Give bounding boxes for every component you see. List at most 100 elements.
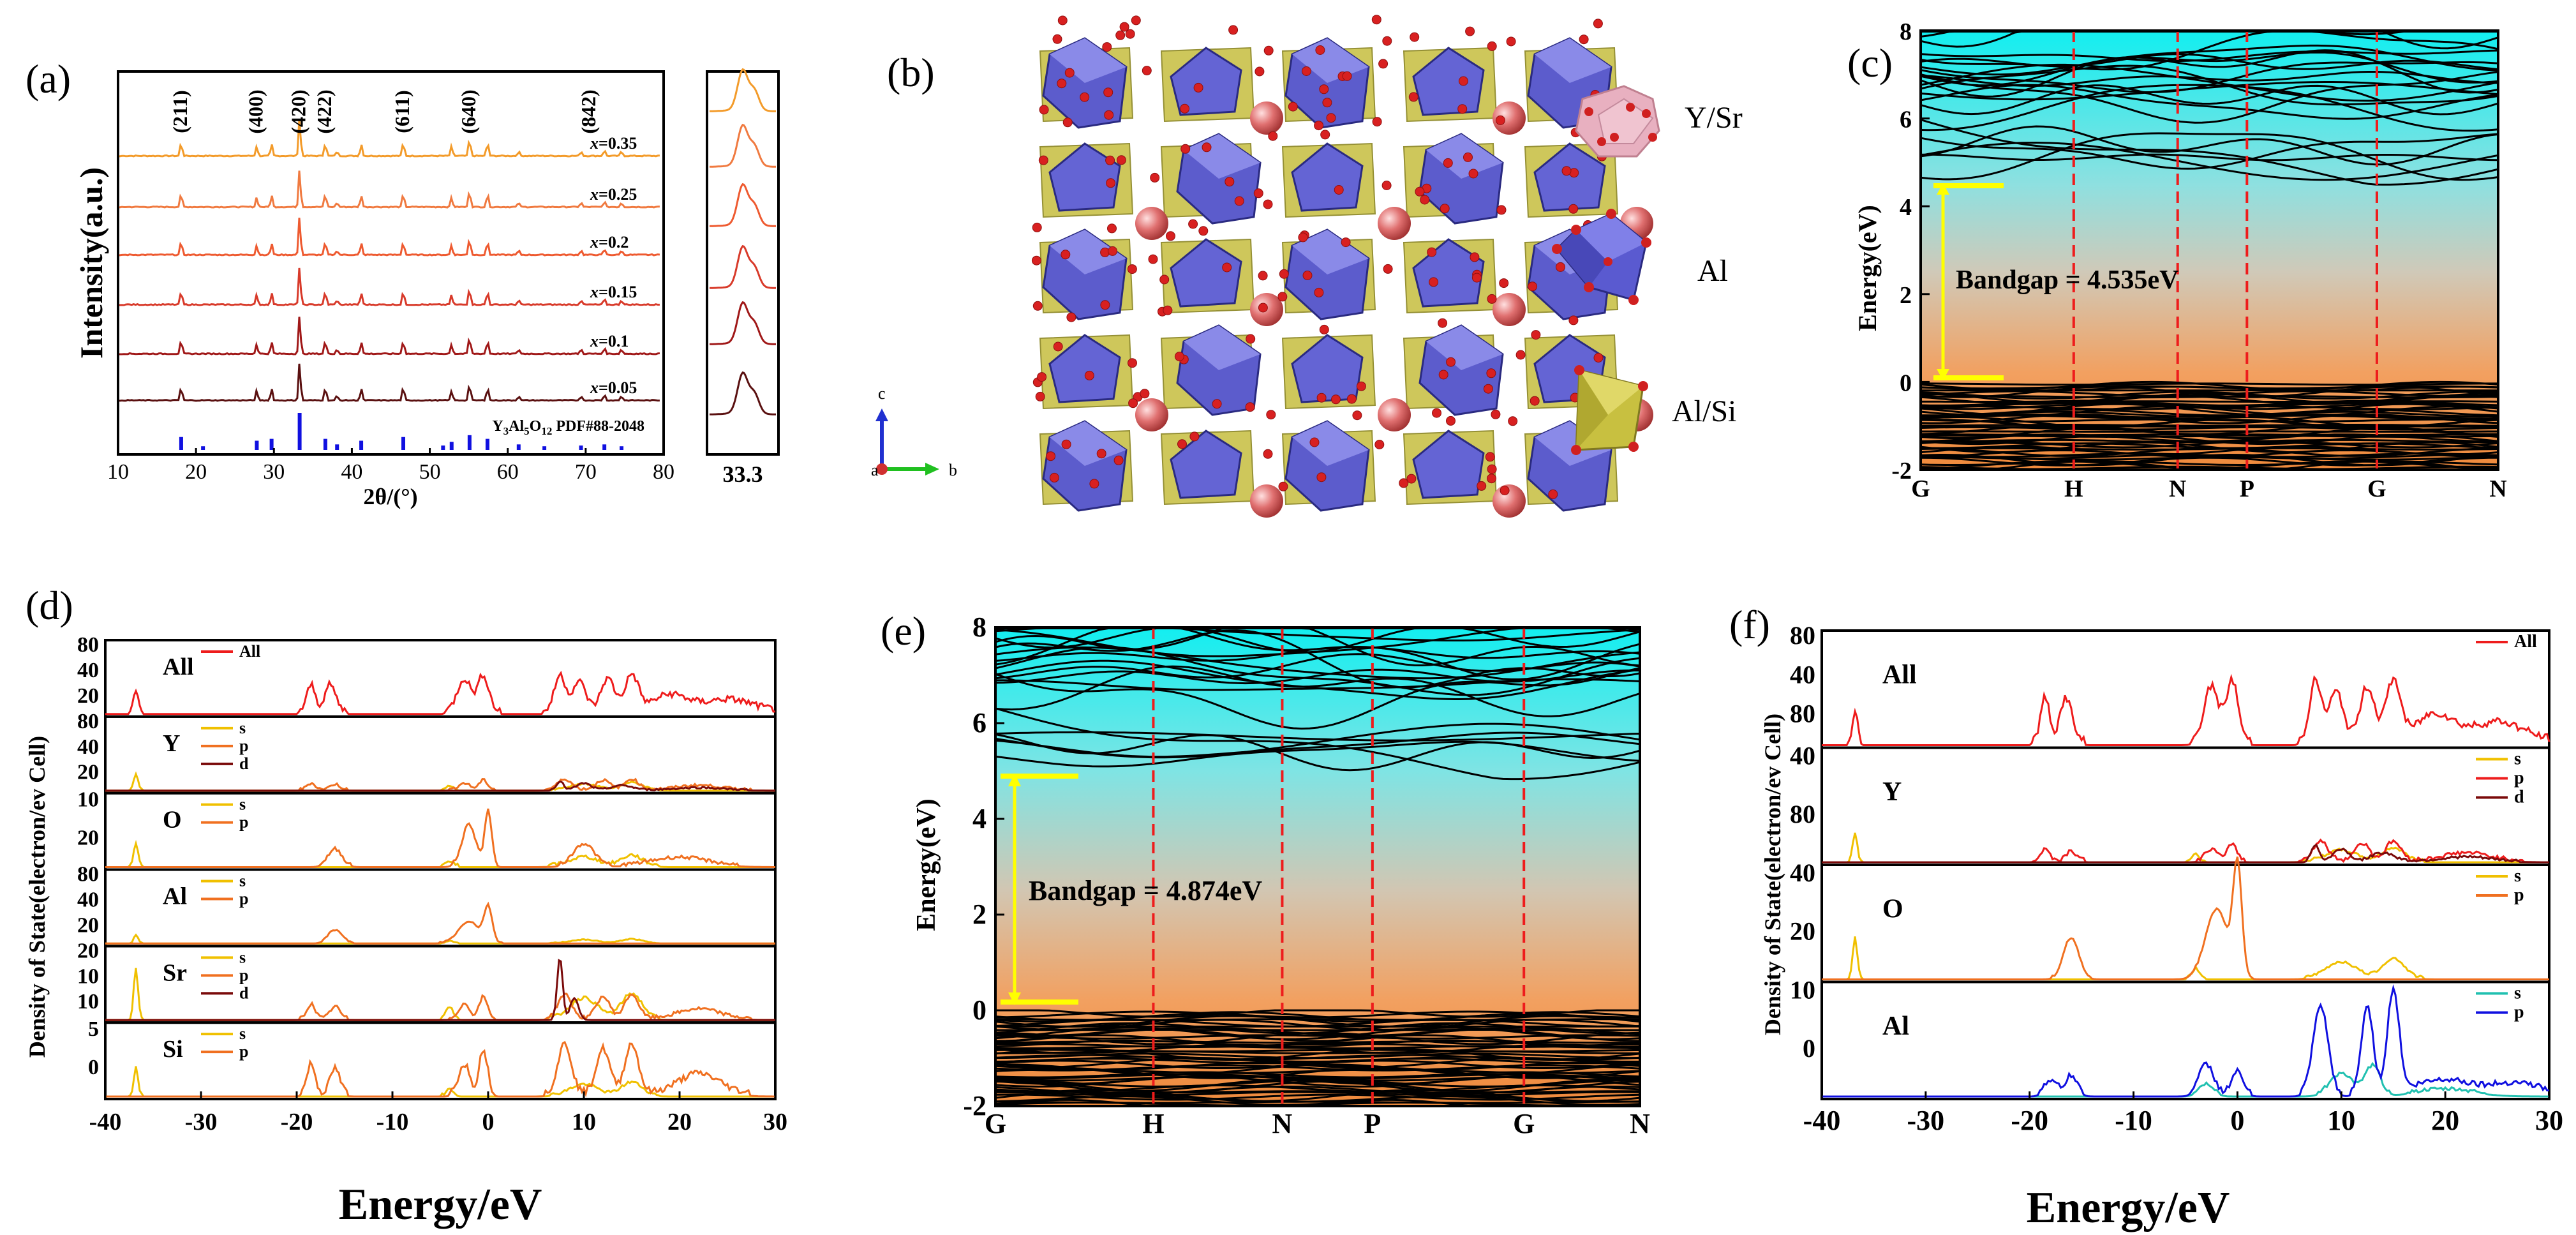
xrd-zoom-trace (710, 244, 776, 289)
y-tick-label: 4 (972, 803, 986, 834)
xrd-x-tick-label: 40 (341, 460, 362, 484)
band-e-y-axis-label: Energy(eV) (912, 798, 941, 931)
oxygen-atom (1406, 474, 1417, 484)
oxygen-atom (1429, 277, 1439, 287)
structure-legend: Y/Sr Al Al/Si (1552, 85, 1743, 455)
al-octahedron (1170, 238, 1242, 308)
axis-indicator: c a b (871, 384, 957, 479)
oxygen-atom (1483, 384, 1493, 394)
xrd-peak-label: (640) (457, 89, 480, 133)
valence-band-line (995, 1058, 1641, 1065)
valence-band-line (995, 1054, 1641, 1061)
dos-legend-label: s (239, 795, 246, 814)
dos-subplot-label: Y (1882, 777, 1902, 807)
oxygen-atom (1102, 42, 1112, 52)
dos-x-tick-label: -40 (1803, 1105, 1841, 1136)
oxygen-atom (1486, 368, 1496, 378)
y-tick-label: 2 (1900, 282, 1912, 309)
oxygen-atom (1037, 372, 1047, 382)
dos-subplot-label: All (163, 654, 194, 680)
xrd-peak-label: (211) (168, 90, 191, 133)
dos-x-tick-label: -20 (2011, 1105, 2048, 1136)
conduction-band-line (995, 731, 1641, 742)
oxygen-atom (1174, 352, 1184, 361)
dos-curve (1822, 673, 2550, 746)
xrd-x-tick-label: 10 (107, 460, 129, 484)
xrd-x-ticks: 10 20 30 40 50 60 70 80 (107, 448, 674, 484)
oxygen-atom (1057, 79, 1067, 89)
dos-legend-label: s (2514, 866, 2521, 886)
conduction-band-line (1920, 63, 2499, 102)
dos-y-tick-label: 20 (77, 684, 99, 708)
oxygen-atom (1579, 34, 1589, 45)
band-e-gap-arrow (1001, 774, 1078, 1005)
ysr-atom (1493, 293, 1526, 326)
xrd-traces: x=0.35 x=0.25 x=0.2 x=0.15 x=0.1 x=0.05 (119, 119, 660, 450)
oxygen-atom (1080, 92, 1090, 102)
conduction-band-line (1920, 84, 2499, 116)
oxygen-atom (1278, 481, 1288, 491)
oxygen-atom (1500, 486, 1510, 495)
oxygen-atom (1188, 219, 1198, 229)
kpoint-label: N (2169, 475, 2186, 502)
oxygen-atom (1108, 246, 1117, 256)
oxygen-atom (1316, 472, 1327, 483)
dos-legend-label: p (239, 737, 248, 755)
ysr-atom (1493, 101, 1526, 135)
dos-y-tick-label: 0 (1803, 1034, 1815, 1063)
oxygen-atom (1254, 66, 1265, 77)
dos-x-tick-label: -30 (1907, 1105, 1945, 1136)
dos-x-tick-label: 30 (2535, 1105, 2563, 1136)
oxygen-atom (1105, 155, 1115, 165)
valence-band-line (1920, 453, 2499, 467)
kpoint-label: N (1272, 1108, 1293, 1139)
xrd-peak-labels: (211) (400) (420) (422) (611) (640) (842) (168, 89, 600, 133)
dos-x-tick-label: 20 (2431, 1105, 2459, 1136)
oxygen-atom (1279, 269, 1289, 279)
oxygen-atom (1166, 231, 1175, 241)
oxygen-atom (1103, 87, 1113, 98)
oxygen-atom (1495, 115, 1505, 125)
oxygen-atom (1315, 45, 1325, 55)
valence-band-line (995, 1071, 1641, 1079)
valence-band-line (1920, 391, 2499, 400)
xrd-zoom-inset-frame (706, 70, 780, 456)
al-octahedron (1291, 142, 1364, 212)
xrd-plot-frame (117, 70, 665, 456)
legend-ysr-label: Y/Sr (1685, 101, 1743, 135)
band-c-frame (1919, 29, 2499, 471)
oxygen-atom (1032, 222, 1042, 232)
oxygen-atom (1053, 341, 1063, 352)
kpoint-label: N (1630, 1108, 1650, 1139)
dos-y-tick-label: 80 (77, 633, 99, 657)
dos-y-tick-label: 40 (77, 735, 99, 759)
xrd-trace (119, 170, 660, 209)
dos-y-tick-label: 10 (1790, 975, 1815, 1004)
dos-y-tick-label: 20 (77, 761, 99, 784)
valence-band-line (1920, 414, 2499, 424)
band-e-frame (994, 626, 1641, 1107)
conduction-band-line (995, 722, 1641, 759)
oxygen-atom (1378, 59, 1389, 69)
oxygen-atom (1258, 303, 1268, 313)
xrd-x-axis-label: 2θ/(°) (363, 484, 417, 509)
oxygen-atom (1561, 166, 1572, 176)
xrd-series-label: x=0.25 (590, 185, 637, 204)
oxygen-atom (1263, 45, 1274, 56)
conduction-band-line (1920, 49, 2499, 98)
xrd-panel: x=0.35 x=0.25 x=0.2 x=0.15 x=0.1 x=0.05 (211)… (73, 68, 780, 509)
dos-d-y-axis-label: Density of State(electron/ev Cell) (24, 736, 50, 1058)
kpoint-label: P (1364, 1108, 1381, 1139)
legend-alsi-label: Al/Si (1672, 394, 1736, 428)
dos-legend-label: p (239, 1042, 248, 1061)
oxygen-atom (1443, 158, 1453, 168)
dos-y-tick-label: 80 (77, 862, 99, 886)
crystal-structure-image (1031, 15, 1653, 518)
dos-curve (105, 780, 775, 792)
dos-d-x-axis-label: Energy/eV (339, 1180, 542, 1229)
oxygen-atom (1341, 237, 1351, 248)
oxygen-atom (1038, 155, 1048, 165)
